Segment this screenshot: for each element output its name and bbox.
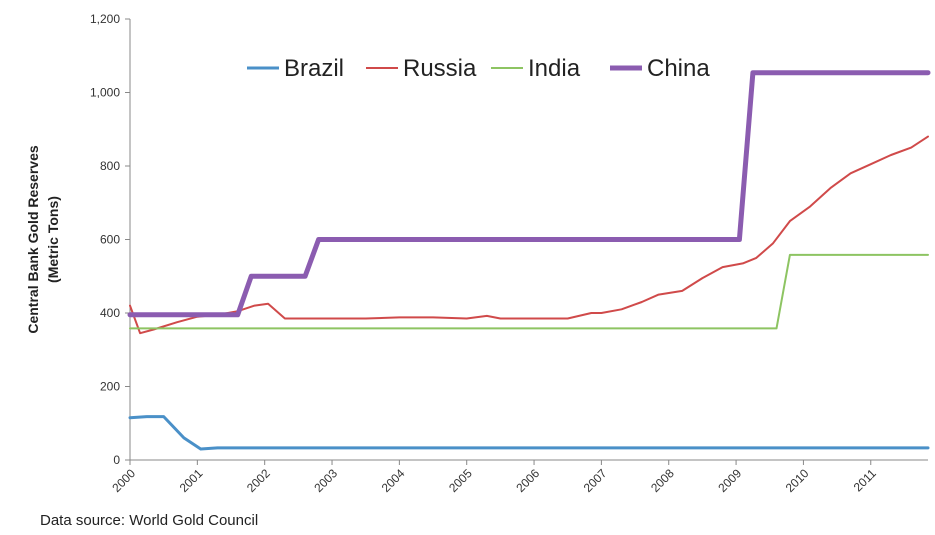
- x-tick-label: 2000: [109, 466, 138, 495]
- x-tick-label: 2008: [648, 466, 677, 495]
- x-tick-label: 2007: [581, 466, 610, 495]
- x-tick-label: 2006: [513, 466, 542, 495]
- x-tick-label: 2002: [244, 466, 273, 495]
- y-axis: 0 200 400 600 800 1,000 1,200: [90, 12, 131, 467]
- y-axis-title-line1: Central Bank Gold Reserves: [25, 145, 41, 334]
- x-tick-label: 2004: [379, 466, 408, 495]
- legend-label-brazil: Brazil: [284, 55, 344, 82]
- x-tick-label: 2005: [446, 466, 475, 495]
- legend: Brazil Russia India China: [247, 55, 710, 82]
- x-tick-label: 2003: [311, 466, 340, 495]
- series-line-india: [129, 253, 929, 330]
- x-tick-label: 2010: [783, 466, 812, 495]
- legend-label-india: India: [528, 55, 581, 82]
- y-tick-label: 800: [100, 159, 120, 173]
- y-tick-label: 600: [100, 233, 120, 247]
- series-line-china: [127, 70, 931, 318]
- x-tick-label: 2011: [851, 466, 879, 494]
- legend-label-china: China: [647, 55, 710, 82]
- y-axis-title-line2: (Metric Tons): [45, 196, 61, 283]
- y-tick-label: 1,000: [90, 86, 120, 100]
- y-tick-label: 200: [100, 380, 120, 394]
- y-tick-label: 1,200: [90, 12, 120, 26]
- y-tick-label: 400: [100, 306, 120, 320]
- series-lines: [127, 70, 931, 451]
- series-line-russia: [129, 135, 929, 335]
- x-axis: 2000 2001 2002 2003 2004 2005 2006 2007 2008 2009…: [109, 459, 928, 495]
- x-tick-label: 2009: [715, 466, 744, 495]
- data-source-note: Data source: World Gold Council: [40, 512, 259, 529]
- x-tick-label: 2001: [177, 466, 206, 495]
- y-tick-label: 0: [113, 453, 120, 467]
- legend-label-russia: Russia: [403, 55, 477, 82]
- series-line-brazil: [128, 415, 930, 451]
